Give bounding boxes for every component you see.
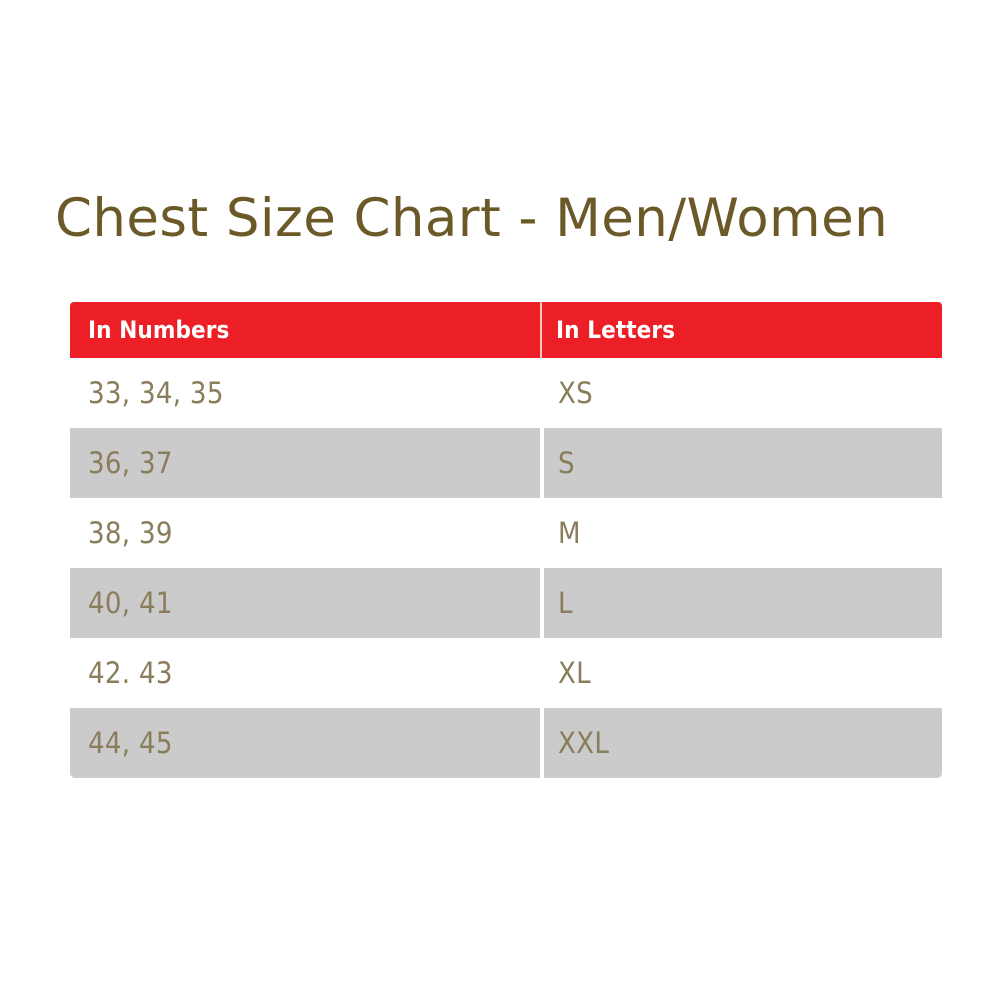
column-divider — [540, 358, 544, 428]
cell-in-numbers: 38, 39 — [70, 498, 540, 568]
column-divider — [540, 568, 544, 638]
table-row: 33, 34, 35 XS — [70, 358, 942, 428]
table-row: 42. 43 XL — [70, 638, 942, 708]
cell-in-numbers: 40, 41 — [70, 568, 540, 638]
table-row: 44, 45 XXL — [70, 708, 942, 778]
table-row: 38, 39 M — [70, 498, 942, 568]
table-row: 36, 37 S — [70, 428, 942, 498]
column-header-in-numbers: In Numbers — [88, 316, 230, 344]
page-title: Chest Size Chart - Men/Women — [55, 188, 889, 249]
cell-in-letters: S — [544, 428, 942, 498]
cell-in-letters: M — [544, 498, 942, 568]
table-header-row: In Numbers In Letters — [70, 302, 942, 358]
column-divider — [540, 498, 544, 568]
cell-in-numbers: 44, 45 — [70, 708, 540, 778]
cell-in-letters: XS — [544, 358, 942, 428]
cell-in-numbers: 33, 34, 35 — [70, 358, 540, 428]
cell-in-letters: L — [544, 568, 942, 638]
column-divider — [540, 428, 544, 498]
column-divider — [540, 708, 544, 778]
cell-in-letters: XXL — [544, 708, 942, 778]
column-divider — [540, 638, 544, 708]
header-column-divider — [540, 302, 542, 358]
cell-in-letters: XL — [544, 638, 942, 708]
chest-size-table: In Numbers In Letters 33, 34, 35 XS 36, … — [70, 302, 942, 778]
table-row: 40, 41 L — [70, 568, 942, 638]
cell-in-numbers: 42. 43 — [70, 638, 540, 708]
column-header-in-letters: In Letters — [556, 316, 676, 344]
cell-in-numbers: 36, 37 — [70, 428, 540, 498]
